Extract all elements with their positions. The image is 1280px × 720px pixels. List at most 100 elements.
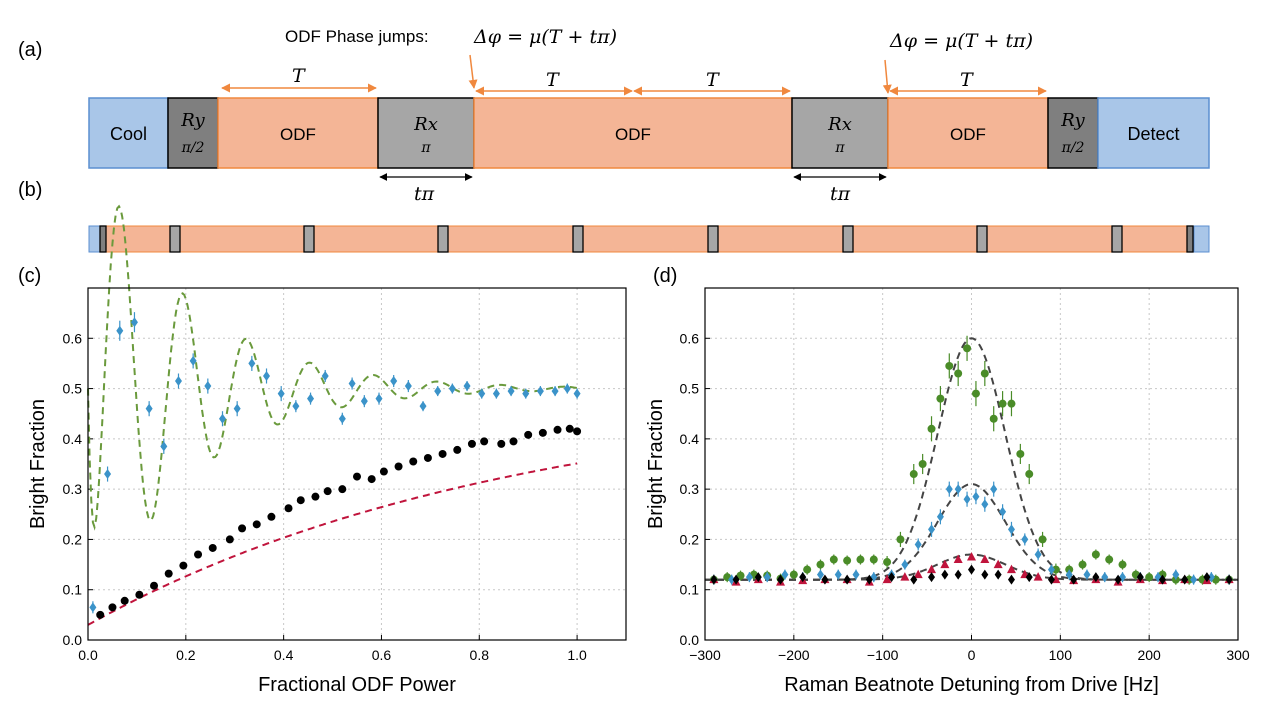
data-point <box>96 610 105 619</box>
data-point <box>803 565 812 574</box>
odf-label-2: ODF <box>615 125 651 144</box>
data-point <box>777 574 785 585</box>
data-point <box>816 569 824 580</box>
data-point <box>248 358 256 369</box>
data-point <box>1047 574 1055 585</box>
data-point <box>913 569 923 579</box>
chart-c: 0.0 0.2 0.4 0.6 0.8 1.0 0.0 0.1 0.2 0.3 0.4 0.5 0.6 F… <box>27 204 627 696</box>
data-point <box>1118 560 1127 569</box>
panel-a-label: (a) <box>18 39 42 61</box>
data-point <box>710 574 718 585</box>
data-point <box>821 574 829 585</box>
data-point <box>954 569 962 580</box>
data-point <box>394 462 403 471</box>
x-tick-label: 100 <box>1049 647 1073 663</box>
x-tick-label: −300 <box>689 647 721 663</box>
data-point <box>1203 572 1211 583</box>
plot-area <box>88 288 626 640</box>
data-point <box>563 383 571 394</box>
data-point <box>745 572 753 583</box>
data-point <box>1225 574 1233 585</box>
data-point <box>865 574 873 585</box>
ry-sub-1: π/2 <box>181 140 205 156</box>
compact-cool-block <box>88 225 101 253</box>
data-point <box>954 369 963 378</box>
period-label-2: T <box>546 69 560 91</box>
data-point <box>972 491 980 502</box>
x-tick-label: 0.6 <box>372 647 392 663</box>
data-point <box>438 449 447 458</box>
y-tick-label: 0.3 <box>63 481 83 497</box>
data-point <box>277 388 285 399</box>
data-point <box>1025 470 1034 479</box>
data-point <box>914 539 922 550</box>
detect-block <box>1097 97 1210 169</box>
y-tick-label: 0.6 <box>680 330 700 346</box>
compact-pulse-5 <box>707 225 719 253</box>
data-point <box>120 596 129 605</box>
x-tick-label: 1.0 <box>567 647 587 663</box>
data-point <box>225 535 234 544</box>
data-point <box>896 535 905 544</box>
ry-sub-2: π/2 <box>1061 140 1085 156</box>
data-point <box>1092 572 1100 583</box>
data-point <box>1172 569 1180 580</box>
odf-block-3 <box>887 97 1049 169</box>
data-point <box>150 581 159 590</box>
period-label-1: T <box>292 65 306 87</box>
data-point <box>971 389 980 398</box>
ry-label-1: Ry <box>180 110 205 131</box>
data-point <box>936 511 944 522</box>
data-point <box>409 457 418 466</box>
data-point <box>463 381 471 392</box>
plot-frame <box>704 287 1239 641</box>
data-point <box>1105 555 1114 564</box>
data-point <box>928 572 936 583</box>
data-point <box>882 574 892 584</box>
rx-sub-2: π <box>834 140 845 156</box>
data-point <box>1016 449 1025 458</box>
data-point <box>1047 564 1055 575</box>
rx-pulse-1 <box>377 97 475 169</box>
x-axis-label: Fractional ODF Power <box>258 674 456 696</box>
compact-odf-bar <box>88 225 1210 253</box>
data-point <box>104 469 112 480</box>
data-point <box>116 325 124 336</box>
data-point <box>968 564 975 575</box>
data-point <box>238 524 247 533</box>
data-point <box>843 556 852 565</box>
data-point <box>321 371 329 381</box>
data-point <box>1181 574 1189 585</box>
chart-d: −300 −200 −100 0 100 200 300 0.0 0.1 0.2 0.3 0.4 0.5… <box>645 287 1250 696</box>
data-point <box>980 554 990 564</box>
x-tick-label: −200 <box>778 647 810 663</box>
cool-label: Cool <box>110 124 147 144</box>
data-point <box>1038 535 1047 544</box>
y-tick-label: 0.6 <box>63 330 83 346</box>
rx-label-1: Rx <box>413 114 438 135</box>
data-point <box>834 569 842 580</box>
y-tick-label: 0.2 <box>680 531 700 547</box>
data-point <box>263 371 271 381</box>
data-point <box>1007 399 1016 408</box>
x-tick-label: 0.2 <box>176 647 196 663</box>
data-point <box>918 460 927 468</box>
ry-pulse-2 <box>1047 97 1099 169</box>
data-point <box>763 572 771 583</box>
data-point <box>816 560 825 569</box>
phase-jump-arrow-1 <box>468 54 478 89</box>
data-point <box>967 552 976 561</box>
data-point <box>219 413 226 424</box>
data-point <box>883 558 892 567</box>
data-point <box>940 559 950 569</box>
data-point <box>478 388 486 399</box>
data-point <box>522 388 530 399</box>
data-point <box>1034 549 1042 560</box>
data-point <box>869 555 878 564</box>
data-point <box>843 574 851 585</box>
y-tick-label: 0.4 <box>63 431 83 447</box>
data-point <box>423 453 432 462</box>
x-axis-label: Raman Beatnote Detuning from Drive [Hz] <box>784 674 1159 696</box>
data-point <box>901 559 909 570</box>
data-point <box>536 386 544 397</box>
